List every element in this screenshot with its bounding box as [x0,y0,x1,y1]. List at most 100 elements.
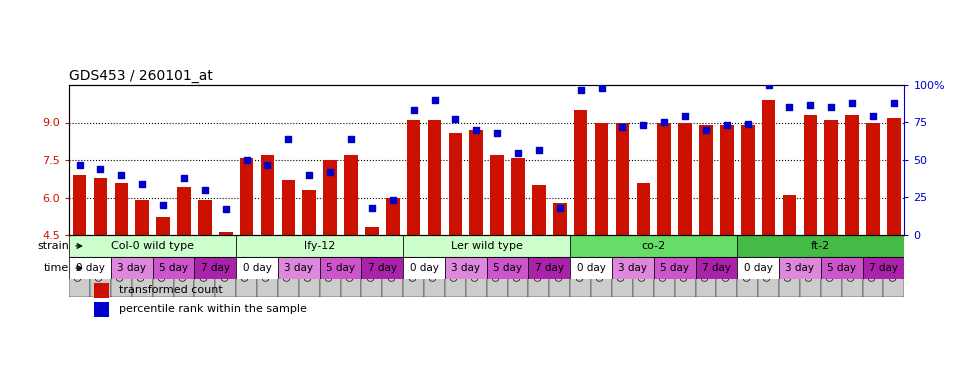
Bar [114,183,128,235]
Bar [69,257,110,279]
Bar [654,235,675,297]
Point [803,102,818,108]
Bar [570,235,591,297]
Point [260,161,276,167]
Bar [236,257,278,279]
Point [280,136,296,142]
Text: 3 day: 3 day [618,263,647,273]
Bar [365,228,378,235]
Text: 7 day: 7 day [201,263,229,273]
Bar [741,125,755,235]
Bar [386,198,399,235]
Point [678,113,693,119]
Text: GSM8854: GSM8854 [638,244,648,281]
Point [740,121,756,127]
Bar [444,235,466,297]
Bar [194,235,215,297]
Bar [174,235,194,297]
Text: GSM8861: GSM8861 [785,244,794,281]
Bar [302,190,316,235]
Text: 0 day: 0 day [744,263,773,273]
Bar [466,235,487,297]
Text: 5 day: 5 day [828,263,856,273]
Point [301,172,317,178]
Bar [278,257,320,279]
Bar [512,157,525,235]
Point [886,100,901,106]
Bar [615,123,629,235]
Bar [320,235,341,297]
Point [824,105,839,111]
Text: GSM8835: GSM8835 [242,244,252,281]
Text: GSM8832: GSM8832 [180,244,188,281]
Text: Col-0 wild type: Col-0 wild type [111,241,194,251]
Bar [549,235,570,297]
Bar [633,235,654,297]
Bar [553,202,566,235]
Text: ft-2: ft-2 [811,241,830,251]
Bar [762,100,776,235]
Bar [737,235,904,257]
Bar [862,257,904,279]
Point [511,150,526,156]
Bar [658,123,671,235]
Bar [846,115,859,235]
Text: GSM8842: GSM8842 [388,244,397,281]
Point [72,161,87,167]
Bar [491,155,504,235]
Point [385,198,400,203]
Text: GSM8829: GSM8829 [117,244,126,281]
Bar [528,235,549,297]
Text: 7 day: 7 day [368,263,396,273]
Bar [153,257,194,279]
Text: GSM8844: GSM8844 [430,244,439,281]
Point [594,85,610,91]
Point [156,202,171,208]
Point [698,127,713,133]
Point [657,120,672,126]
Text: 5 day: 5 day [493,263,522,273]
Bar [198,200,211,235]
Bar [407,120,420,235]
Text: 0 day: 0 day [410,263,439,273]
Bar [487,235,508,297]
Bar [737,257,779,279]
Bar [570,257,612,279]
Text: GSM8830: GSM8830 [137,244,147,281]
Bar [570,235,737,257]
Bar [636,183,650,235]
Bar [403,235,424,297]
Bar [883,235,904,297]
Bar [716,235,737,297]
Bar [699,125,712,235]
Text: GSM8855: GSM8855 [660,244,669,281]
Bar [135,200,149,235]
Text: GSM8843: GSM8843 [409,244,419,281]
Bar [261,155,275,235]
Bar [153,235,174,297]
Bar [574,110,588,235]
Bar [424,235,444,297]
Bar [69,235,236,257]
Point [406,108,421,113]
Bar [132,235,153,297]
Text: 3 day: 3 day [451,263,480,273]
Bar [675,235,695,297]
Text: GSM8849: GSM8849 [535,244,543,281]
Point [490,130,505,136]
Bar [887,117,900,235]
Point [719,123,734,128]
Text: GSM8831: GSM8831 [158,244,168,281]
Text: GSM8859: GSM8859 [743,244,753,281]
Bar [825,120,838,235]
Bar [528,257,570,279]
Point [93,166,108,172]
Text: GSM8853: GSM8853 [618,244,627,281]
Point [239,157,254,163]
Text: co-2: co-2 [641,241,666,251]
Text: 3 day: 3 day [785,263,814,273]
Point [865,113,880,119]
Text: GSM8841: GSM8841 [368,244,376,281]
Bar [448,132,462,235]
Bar [299,235,320,297]
